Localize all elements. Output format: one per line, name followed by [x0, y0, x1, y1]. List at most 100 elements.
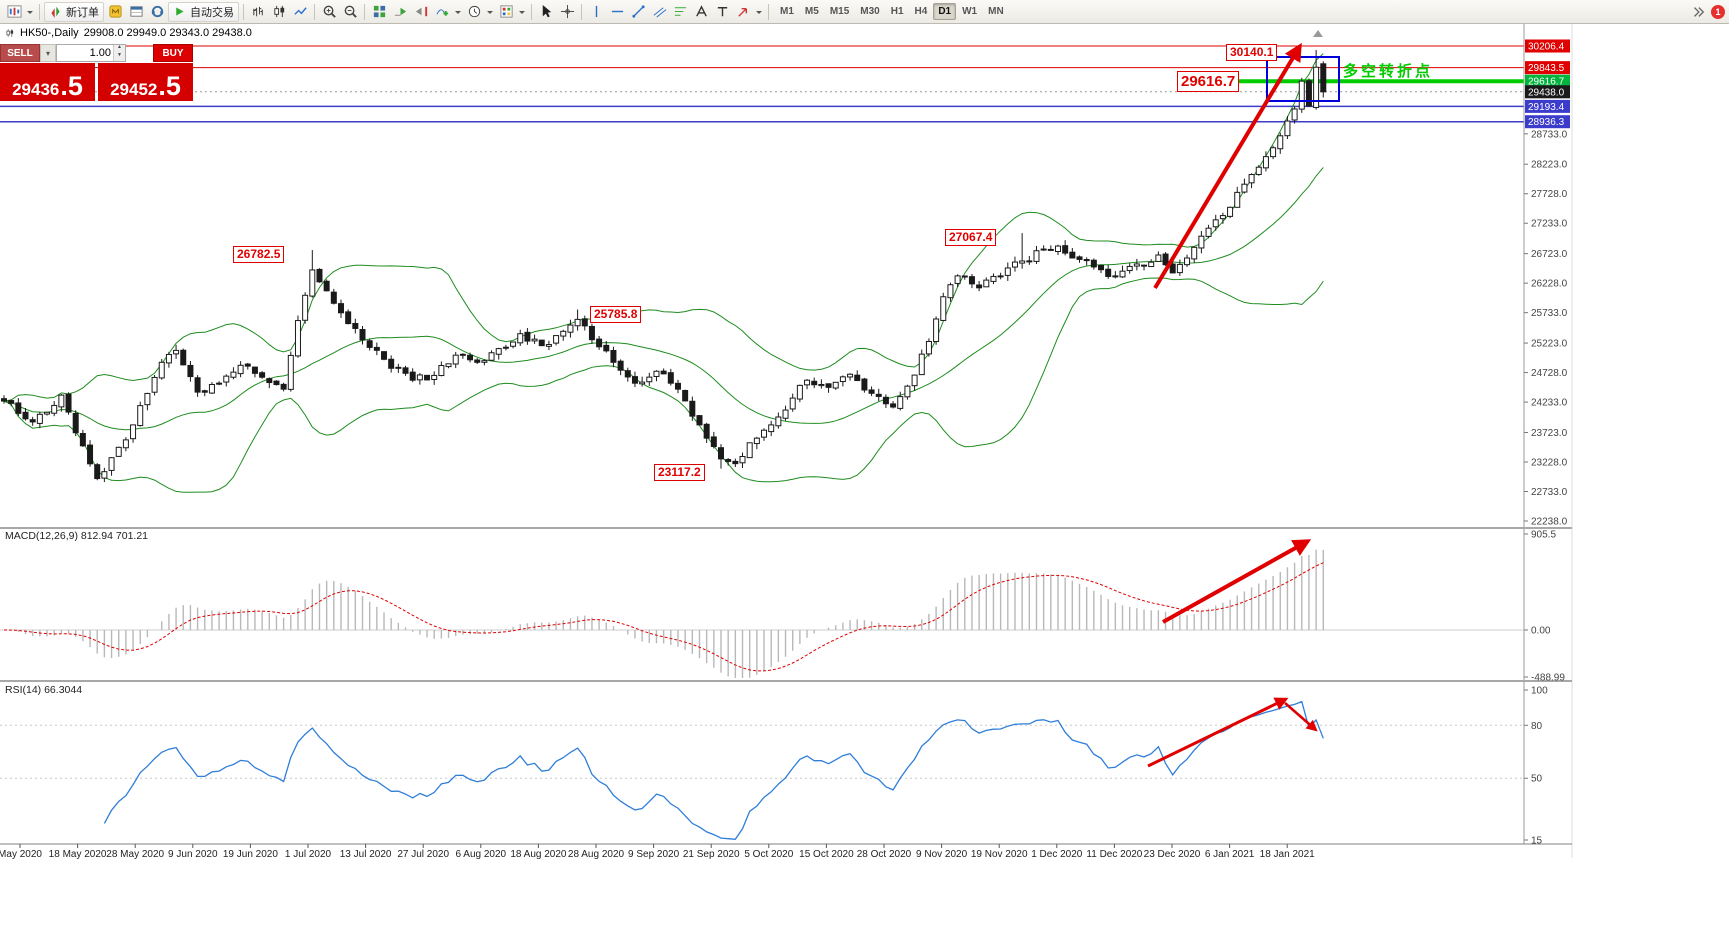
- line-chart-button[interactable]: [290, 2, 310, 22]
- svg-text:28 May 2020: 28 May 2020: [106, 849, 164, 860]
- buy-button[interactable]: BUY: [153, 44, 193, 62]
- zoom-in-icon: [322, 4, 337, 19]
- auto-scroll-icon: [393, 4, 408, 19]
- price-tag-sep-low[interactable]: 23117.2: [654, 464, 705, 481]
- zoom-out-button[interactable]: [340, 2, 360, 22]
- buy-price-button[interactable]: 29452 .5: [98, 63, 193, 101]
- volume-input[interactable]: [57, 45, 113, 61]
- chart-shift-icon: [414, 4, 429, 19]
- rsi-panel: 100 80 50 15: [0, 686, 1548, 847]
- periods-dropdown[interactable]: [485, 2, 495, 22]
- rsi-pullback-arrow[interactable]: [1284, 702, 1318, 732]
- templates-button[interactable]: [496, 2, 516, 22]
- zoom-in-button[interactable]: [319, 2, 339, 22]
- svg-text:100: 100: [1531, 686, 1548, 697]
- terminal-button[interactable]: [126, 2, 146, 22]
- timeframe-m30[interactable]: M30: [855, 3, 884, 20]
- new-chart-button[interactable]: [4, 2, 24, 22]
- metaeditor-button[interactable]: [105, 2, 125, 22]
- sell-price-button[interactable]: 29436 .5: [0, 63, 95, 101]
- zoom-out-icon: [343, 4, 358, 19]
- toolbar-overflow-button[interactable]: [1688, 2, 1708, 22]
- order-options-dropdown[interactable]: ▾: [40, 44, 56, 62]
- rsi-trend-arrow[interactable]: [1147, 697, 1289, 768]
- chart-shift-marker: [1313, 30, 1323, 37]
- chart-background: [0, 24, 1729, 944]
- text-label-tool[interactable]: [712, 2, 732, 22]
- chevron-down-icon: [518, 8, 526, 16]
- line-chart-icon: [293, 4, 308, 19]
- svg-text:29193.4: 29193.4: [1528, 102, 1565, 113]
- trendline-tool[interactable]: [628, 2, 648, 22]
- sell-price-main: 29436: [12, 80, 60, 99]
- chevron-down-icon: [755, 8, 763, 16]
- vertical-line-tool[interactable]: [586, 2, 606, 22]
- price-tag-turning-level[interactable]: 29616.7: [1177, 71, 1240, 92]
- timeframe-h4[interactable]: H4: [910, 3, 933, 20]
- chart-symbol-icon: [5, 28, 15, 38]
- chevrons-right-icon: [1691, 5, 1705, 19]
- timeframe-d1[interactable]: D1: [933, 3, 957, 20]
- buy-price-main: 29452: [110, 80, 158, 99]
- toolbar-separator: [314, 3, 315, 20]
- arrows-dropdown[interactable]: [754, 2, 764, 22]
- timeframe-w1[interactable]: W1: [957, 3, 982, 20]
- sell-price-pips: .5: [60, 71, 83, 102]
- crosshair-tool-button[interactable]: [557, 2, 577, 22]
- auto-scroll-button[interactable]: [390, 2, 410, 22]
- tile-windows-button[interactable]: [369, 2, 389, 22]
- svg-text:19 Nov 2020: 19 Nov 2020: [971, 849, 1028, 860]
- templates-dropdown[interactable]: [517, 2, 527, 22]
- timeframe-mn[interactable]: MN: [983, 3, 1009, 20]
- svg-text:23 Dec 2020: 23 Dec 2020: [1144, 849, 1201, 860]
- timeframe-m1[interactable]: M1: [775, 3, 799, 20]
- indicators-button[interactable]: [432, 2, 452, 22]
- blue-highlight-box[interactable]: [1266, 56, 1340, 102]
- macd-trend-arrow[interactable]: [1162, 539, 1312, 624]
- periods-button[interactable]: [464, 2, 484, 22]
- price-tag-jul-high[interactable]: 26782.5: [233, 246, 285, 263]
- indicators-dropdown[interactable]: [453, 2, 463, 22]
- horizontal-line-tool[interactable]: [607, 2, 627, 22]
- candlestick-chart-button[interactable]: [269, 2, 289, 22]
- new-order-button[interactable]: 新订单: [44, 1, 104, 22]
- bar-chart-icon: [251, 4, 266, 19]
- chart-shift-button[interactable]: [411, 2, 431, 22]
- support-button[interactable]: [147, 2, 167, 22]
- stepper-down-icon[interactable]: ▼: [114, 53, 125, 61]
- bar-chart-button[interactable]: [248, 2, 268, 22]
- channel-tool[interactable]: [649, 2, 669, 22]
- text-tool[interactable]: [691, 2, 711, 22]
- support-icon: [150, 4, 165, 19]
- svg-text:21 Sep 2020: 21 Sep 2020: [683, 849, 740, 860]
- price-tag-jan-high[interactable]: 30140.1: [1226, 44, 1278, 61]
- timeframe-m15[interactable]: M15: [825, 3, 854, 20]
- main-trend-arrow[interactable]: [1153, 42, 1302, 290]
- new-chart-icon: [7, 4, 22, 19]
- arrows-tool[interactable]: [733, 2, 753, 22]
- svg-text:5 Oct 2020: 5 Oct 2020: [744, 849, 793, 860]
- tile-windows-icon: [372, 4, 387, 19]
- timeframe-h1[interactable]: H1: [886, 3, 909, 20]
- sell-button[interactable]: SELL: [0, 44, 40, 62]
- macd-axis-labels: 905.5 0.00 -488.99: [1524, 530, 1565, 684]
- new-chart-dropdown[interactable]: [25, 2, 35, 22]
- price-tag-aug-high[interactable]: 25785.8: [590, 306, 642, 323]
- clock-icon: [467, 4, 482, 19]
- svg-text:15 Oct 2020: 15 Oct 2020: [799, 849, 854, 860]
- fibonacci-tool[interactable]: [670, 2, 690, 22]
- cursor-tool-button[interactable]: [536, 2, 556, 22]
- notification-badge[interactable]: 1: [1711, 4, 1725, 19]
- arrows-tool-icon: [736, 4, 751, 19]
- price-tag-nov-high[interactable]: 27067.4: [945, 229, 997, 246]
- volume-stepper[interactable]: ▲ ▼: [113, 45, 125, 61]
- chart-title: HK50-,Daily 29908.0 29949.0 29343.0 2943…: [5, 27, 252, 39]
- stepper-up-icon[interactable]: ▲: [114, 45, 125, 53]
- svg-text:28 Aug 2020: 28 Aug 2020: [568, 849, 625, 860]
- turning-point-annotation[interactable]: 多空转折点: [1343, 63, 1434, 80]
- auto-trading-button[interactable]: 自动交易: [168, 1, 239, 22]
- timeframe-m5[interactable]: M5: [800, 3, 824, 20]
- text-icon: [694, 4, 709, 19]
